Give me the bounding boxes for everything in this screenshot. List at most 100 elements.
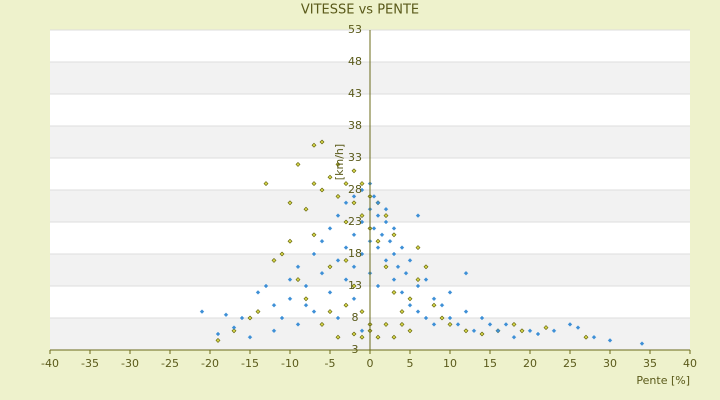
y-tick-label: 13 (348, 279, 362, 292)
point (439, 302, 445, 308)
point (543, 325, 549, 331)
x-tick-label: 0 (367, 357, 374, 370)
point (519, 328, 525, 334)
point (335, 213, 341, 218)
point (423, 264, 429, 270)
point (591, 334, 597, 340)
point (479, 331, 485, 337)
point (351, 331, 357, 337)
points (199, 139, 645, 346)
point (375, 238, 381, 244)
y-axis-title: [km/h] (333, 144, 346, 180)
point (447, 290, 453, 295)
point (247, 315, 253, 321)
point (407, 258, 413, 263)
point (247, 334, 253, 340)
point (303, 206, 309, 212)
point (359, 251, 365, 257)
point (395, 264, 401, 270)
x-tick-label: -35 (81, 357, 99, 370)
point (279, 251, 285, 257)
point (495, 328, 501, 334)
point (583, 334, 589, 340)
point (379, 232, 385, 238)
x-tick-label: 25 (563, 357, 577, 370)
point (295, 322, 301, 327)
point (311, 142, 317, 148)
point (359, 309, 365, 315)
point (407, 302, 413, 308)
y-tick-label: 48 (348, 55, 362, 68)
point (639, 341, 645, 346)
point (503, 322, 509, 327)
point (295, 277, 301, 283)
x-tick-label: 10 (443, 357, 457, 370)
point (407, 296, 413, 302)
point (239, 315, 245, 321)
point (327, 174, 333, 180)
point (403, 270, 409, 276)
point (263, 283, 269, 289)
point (455, 322, 461, 327)
x-tick-label: 30 (603, 357, 617, 370)
point (311, 232, 317, 238)
point (359, 328, 365, 334)
point (343, 219, 349, 225)
point (255, 309, 261, 315)
point (415, 245, 421, 251)
point (375, 334, 381, 340)
point (327, 264, 333, 270)
point (391, 277, 397, 282)
point (351, 264, 357, 270)
point (279, 315, 285, 321)
x-tick-label: -25 (161, 357, 179, 370)
point (471, 328, 477, 334)
point (343, 200, 349, 206)
point (383, 219, 389, 225)
x-tick-label: 5 (407, 357, 414, 370)
point (383, 264, 389, 270)
point (359, 213, 365, 219)
point (423, 315, 429, 321)
point (231, 325, 237, 330)
point (319, 321, 325, 327)
y-tick-label: 23 (348, 215, 362, 228)
point (431, 296, 437, 302)
y-tick-label: 38 (348, 119, 362, 132)
point (343, 302, 349, 308)
point (335, 161, 341, 167)
point (527, 328, 533, 334)
point (463, 328, 469, 334)
point (327, 309, 333, 315)
point (215, 331, 221, 337)
point (391, 232, 397, 238)
point (399, 309, 405, 315)
point (415, 277, 421, 283)
point (415, 309, 421, 314)
point (295, 264, 301, 270)
point (223, 312, 229, 318)
point (327, 290, 333, 295)
point (391, 226, 397, 231)
point (255, 290, 261, 295)
point (287, 296, 293, 302)
point (463, 270, 469, 276)
point (271, 302, 277, 308)
point (535, 331, 541, 337)
y-tick-label: 28 (348, 183, 362, 196)
point (303, 296, 309, 302)
point (375, 245, 381, 250)
x-tick-label: 20 (523, 357, 537, 370)
point (343, 277, 349, 282)
x-tick-label: -5 (325, 357, 336, 370)
point (335, 193, 341, 199)
point (351, 232, 357, 238)
point (351, 296, 357, 302)
point (215, 337, 221, 343)
x-tick-label: 15 (483, 357, 497, 370)
point (359, 181, 365, 187)
point (551, 328, 557, 334)
y-tick-label: 43 (348, 87, 362, 100)
point (319, 270, 325, 276)
point (319, 238, 325, 244)
